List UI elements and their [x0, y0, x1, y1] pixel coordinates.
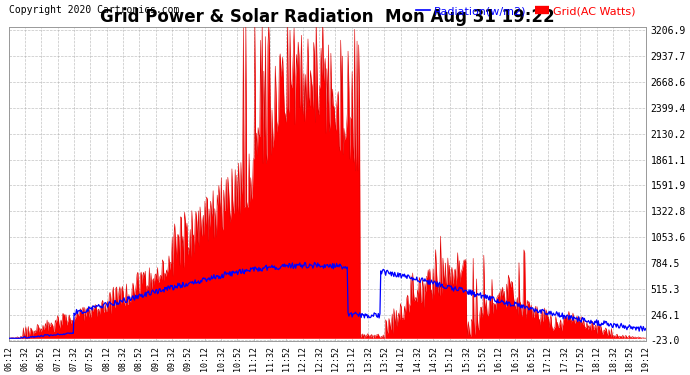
Legend: Radiation(w/m2), Grid(AC Watts): Radiation(w/m2), Grid(AC Watts) — [412, 2, 640, 21]
Title: Grid Power & Solar Radiation  Mon Aug 31 19:22: Grid Power & Solar Radiation Mon Aug 31 … — [100, 8, 555, 26]
Text: Copyright 2020 Cartronics.com: Copyright 2020 Cartronics.com — [9, 5, 179, 15]
